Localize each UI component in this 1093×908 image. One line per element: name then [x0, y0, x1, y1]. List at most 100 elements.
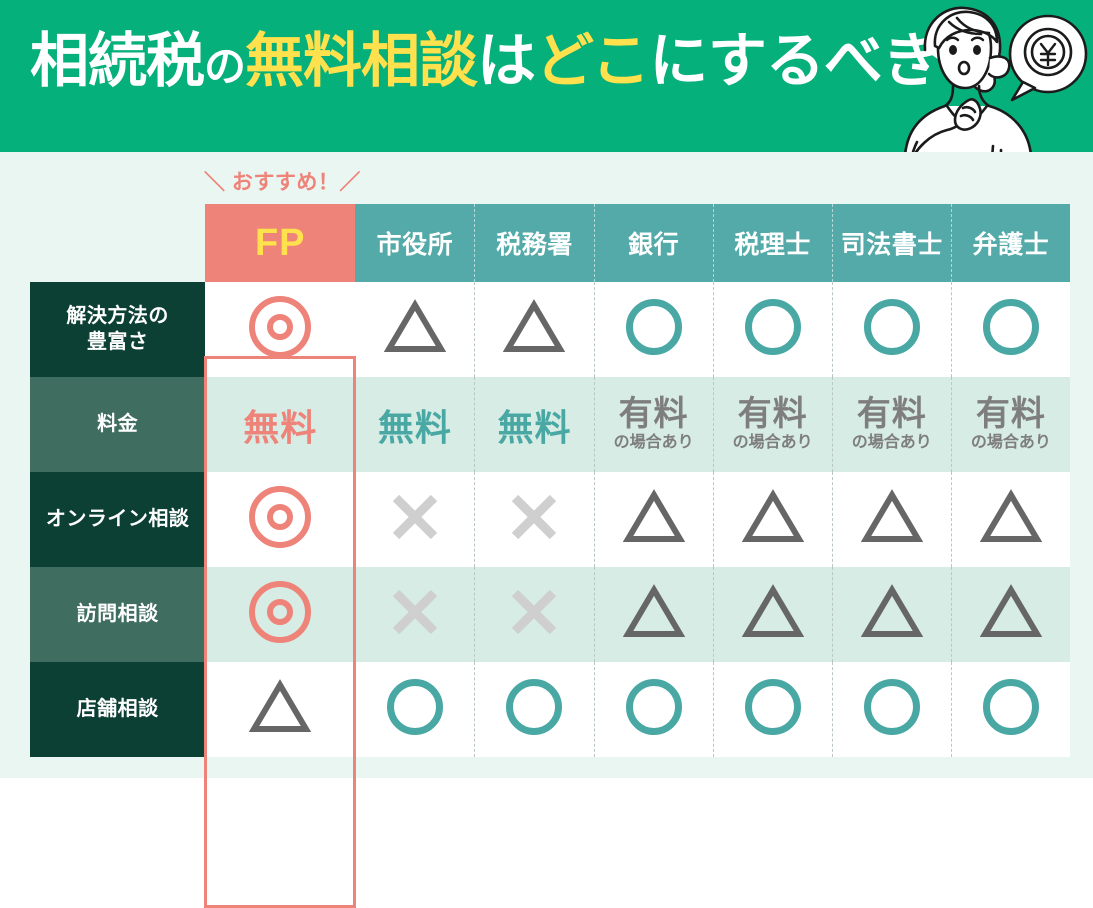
circle-icon [625, 679, 682, 735]
column-header-zeimusho[interactable]: 税務署 [474, 204, 594, 282]
double-circle-icon [249, 581, 312, 643]
cell-r1-fp: 無料 [205, 377, 356, 472]
cell-r2-ginko [593, 472, 713, 567]
cell-r4-zeirishi [712, 662, 832, 757]
triangle-icon [622, 489, 685, 542]
cell-r3-zeirishi [712, 567, 832, 662]
column-header-bengoshi[interactable]: 弁護士 [950, 204, 1070, 282]
table-body: 解決方法の 豊富さ 料金 無料 無料 無料 有料 の場合あり 有料 の場合あり 有料 の場合あり 有料の… [30, 282, 1070, 757]
cell-r4-fp [205, 662, 356, 757]
column-header-fp[interactable]: FP [205, 204, 356, 282]
circle-icon [386, 679, 443, 735]
cross-icon [512, 589, 557, 635]
column-header-zeirishi[interactable]: 税理士 [712, 204, 832, 282]
fee-value-paid-note: の場合あり [970, 433, 1051, 451]
triangle-icon [622, 584, 685, 637]
row-label-line1: 解決方法の [66, 304, 169, 327]
cell-r3-fp [205, 567, 356, 662]
row-label-line2: 豊富さ [86, 330, 149, 353]
recommended-badge: ＼ おすすめ！／ [204, 171, 361, 194]
circle-icon [506, 679, 563, 735]
row-label-4: 店舗相談 [30, 662, 206, 757]
column-header-shiyakusho[interactable]: 市役所 [355, 204, 475, 282]
fee-value-free: 無料 [377, 406, 452, 448]
circle-icon [982, 679, 1039, 735]
triangle-icon [860, 584, 923, 637]
cell-r1-ginko: 有料 の場合あり [593, 377, 713, 472]
cell-r0-shihoshoshi [831, 282, 951, 377]
triangle-icon [979, 489, 1042, 542]
cell-r1-shihoshoshi: 有料 の場合あり [831, 377, 951, 472]
cell-r0-zeirishi [712, 282, 832, 377]
cell-r0-bengoshi [950, 282, 1070, 377]
fee-value-free: 無料 [243, 406, 318, 448]
double-circle-icon [249, 296, 312, 358]
row-label-2: オンライン相談 [30, 472, 206, 567]
circle-icon [625, 299, 682, 355]
comparison-table-area: ＼ おすすめ！／ FP 市役所 税務署 銀行 税理士 司法書士 弁護士 解決方法… [0, 152, 1093, 908]
table-row: 料金 無料 無料 無料 有料 の場合あり 有料 の場合あり 有料 の場合あり 有料 の場合あり [30, 377, 1070, 472]
title-part-2: 無料相談 [245, 28, 478, 94]
fee-value-paid-note: の場合あり [613, 433, 694, 451]
page-title: 相続税の無料相談はどこにするべき？ [30, 28, 999, 96]
triangle-icon [860, 489, 923, 542]
title-part-0: 相続税 [30, 28, 205, 94]
cell-r3-bengoshi [950, 567, 1070, 662]
fee-value-paid: 有料 の場合あり [952, 397, 1070, 451]
fee-value-paid: 有料 の場合あり [595, 397, 713, 451]
triangle-icon [979, 584, 1042, 637]
cell-r2-shihoshoshi [831, 472, 951, 567]
column-header-blank [30, 204, 205, 282]
cell-r4-shihoshoshi [831, 662, 951, 757]
triangle-icon [249, 679, 312, 732]
cell-r0-zeimusho [474, 282, 594, 377]
column-header-shihoshoshi[interactable]: 司法書士 [831, 204, 951, 282]
cell-r0-shiyakusho [355, 282, 475, 377]
title-part-4: どこ [535, 28, 650, 94]
cell-r2-zeimusho [474, 472, 594, 567]
row-label-0: 解決方法の 豊富さ [30, 282, 206, 377]
fee-value-paid-note: の場合あり [851, 433, 932, 451]
triangle-icon [741, 489, 804, 542]
row-label-1: 料金 [30, 377, 206, 472]
cell-r1-zeirishi: 有料 の場合あり [712, 377, 832, 472]
cell-r4-shiyakusho [355, 662, 475, 757]
row-label-line1: 訪問相談 [76, 602, 159, 625]
cell-r1-zeimusho: 無料 [474, 377, 594, 472]
table-header-row: FP 市役所 税務署 銀行 税理士 司法書士 弁護士 [30, 204, 1070, 282]
title-part-3: は [477, 28, 536, 94]
double-circle-icon [249, 486, 312, 548]
row-label-3: 訪問相談 [30, 567, 206, 662]
cross-icon [392, 589, 438, 635]
cross-icon [512, 494, 557, 540]
row-label-line1: 店舗相談 [76, 697, 159, 720]
fee-value-paid: 有料 の場合あり [714, 397, 832, 451]
triangle-icon [383, 299, 446, 352]
fee-value-paid-main: 有料 [856, 395, 927, 434]
cell-r0-ginko [593, 282, 713, 377]
cell-r2-bengoshi [950, 472, 1070, 567]
fee-value-paid-main: 有料 [737, 395, 808, 434]
cell-r4-zeimusho [474, 662, 594, 757]
table-row: 店舗相談 [30, 662, 1070, 757]
circle-icon [863, 679, 920, 735]
triangle-icon [503, 299, 566, 352]
table-row: オンライン相談 [30, 472, 1070, 567]
cell-r3-ginko [593, 567, 713, 662]
row-label-line1: オンライン相談 [45, 507, 190, 530]
table-row: 訪問相談 [30, 567, 1070, 662]
cell-r2-shiyakusho [355, 472, 475, 567]
cell-r1-bengoshi: 有料 の場合あり [950, 377, 1070, 472]
cell-r3-shihoshoshi [831, 567, 951, 662]
fee-value-free: 無料 [497, 406, 572, 448]
row-label-line1: 料金 [97, 412, 139, 435]
cell-r4-bengoshi [950, 662, 1070, 757]
circle-icon [863, 299, 920, 355]
circle-icon [744, 679, 801, 735]
cross-icon [392, 494, 438, 540]
title-part-1: の [204, 43, 246, 90]
fee-value-paid: 有料 の場合あり [833, 397, 951, 451]
fee-value-paid-note: の場合あり [732, 433, 813, 451]
column-header-ginko[interactable]: 銀行 [593, 204, 713, 282]
cell-r2-zeirishi [712, 472, 832, 567]
